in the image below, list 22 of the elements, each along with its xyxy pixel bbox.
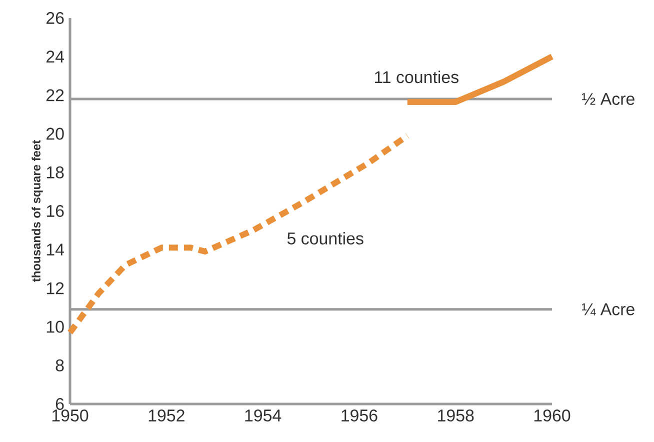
- y-tick-label: 14: [46, 244, 64, 256]
- y-tick-label: 26: [46, 12, 64, 24]
- y-tick-label: 6: [56, 398, 64, 410]
- y-tick-label: 12: [46, 282, 64, 294]
- x-tick-label: 1950: [52, 410, 88, 422]
- y-tick-label: 10: [46, 320, 64, 333]
- y-tick-label: 16: [46, 204, 64, 217]
- y-tick-label: 8: [56, 359, 64, 372]
- x-tick-label: 1960: [534, 410, 570, 422]
- y-tick-label: 18: [46, 166, 64, 178]
- ref-line-label: ¼ Acre: [582, 303, 634, 316]
- y-tick-label: 22: [46, 89, 64, 102]
- series-label: 5 counties: [287, 232, 364, 244]
- x-tick-label: 1956: [342, 410, 378, 422]
- x-tick-label: 1958: [438, 410, 474, 422]
- x-tick-label: 1954: [245, 410, 282, 422]
- y-axis-title: thousands of square feet: [32, 140, 43, 282]
- ref-line-label: ½ Acre: [582, 93, 634, 105]
- y-tick-label: 24: [46, 50, 64, 62]
- series-label: 11 counties: [375, 70, 458, 84]
- x-tick-label: 1952: [148, 410, 184, 422]
- y-tick-label: 20: [46, 128, 64, 140]
